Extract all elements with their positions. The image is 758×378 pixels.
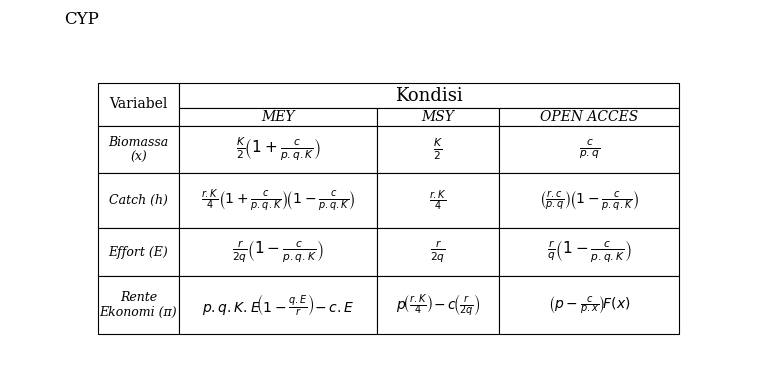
Text: $\frac{K}{2}$: $\frac{K}{2}$ bbox=[433, 137, 443, 162]
Bar bbox=[179, 228, 377, 276]
Text: MSY: MSY bbox=[421, 110, 454, 124]
Text: Effort (E): Effort (E) bbox=[108, 246, 168, 259]
Bar bbox=[98, 83, 179, 126]
Text: $\frac{r}{2q}$: $\frac{r}{2q}$ bbox=[430, 239, 446, 265]
Text: $p.q.K.E\!\left(1-\frac{q.E}{r}\right)\!-c.E$: $p.q.K.E\!\left(1-\frac{q.E}{r}\right)\!… bbox=[202, 292, 354, 318]
Text: $p\!\left(\frac{r.K}{4}\right)\!-c\!\left(\frac{r}{2q}\right)$: $p\!\left(\frac{r.K}{4}\right)\!-c\!\lef… bbox=[396, 292, 480, 318]
Text: Variabel: Variabel bbox=[109, 98, 168, 112]
Bar bbox=[499, 126, 679, 173]
Text: OPEN ACCES: OPEN ACCES bbox=[540, 110, 638, 124]
Text: Catch (h): Catch (h) bbox=[109, 194, 168, 208]
Bar bbox=[499, 228, 679, 276]
Text: $\frac{r.K}{4}$: $\frac{r.K}{4}$ bbox=[429, 189, 447, 213]
Bar bbox=[179, 108, 377, 126]
Bar bbox=[377, 108, 499, 126]
Bar bbox=[98, 228, 179, 276]
Text: CYP: CYP bbox=[64, 11, 99, 28]
Bar bbox=[98, 126, 179, 173]
Bar bbox=[179, 126, 377, 173]
Bar bbox=[179, 173, 377, 228]
Text: Biomassa
(x): Biomassa (x) bbox=[108, 136, 168, 164]
Text: $\frac{r}{q}\left(1-\frac{c}{p.q.K}\right)$: $\frac{r}{q}\left(1-\frac{c}{p.q.K}\righ… bbox=[547, 239, 631, 265]
Bar bbox=[98, 276, 179, 333]
Text: $\frac{c}{p.q}$: $\frac{c}{p.q}$ bbox=[578, 138, 600, 161]
Bar bbox=[377, 276, 499, 333]
Bar bbox=[377, 228, 499, 276]
Bar bbox=[377, 126, 499, 173]
Text: $\left(\frac{r.c}{p.q}\right)\!\left(1-\frac{c}{p.q.K}\right)$: $\left(\frac{r.c}{p.q}\right)\!\left(1-\… bbox=[539, 189, 639, 212]
Bar bbox=[499, 173, 679, 228]
Text: MEY: MEY bbox=[262, 110, 295, 124]
Bar bbox=[499, 108, 679, 126]
Text: $\left(p-\frac{c}{p.x}\right)\!F(x)$: $\left(p-\frac{c}{p.x}\right)\!F(x)$ bbox=[548, 294, 631, 316]
Text: $\frac{K}{2}\left(1+\frac{c}{p.q.K}\right)$: $\frac{K}{2}\left(1+\frac{c}{p.q.K}\righ… bbox=[236, 136, 321, 163]
Bar bbox=[98, 173, 179, 228]
Bar bbox=[179, 83, 679, 108]
Text: Rente
Ekonomi (π): Rente Ekonomi (π) bbox=[99, 291, 177, 319]
Bar bbox=[377, 173, 499, 228]
Bar bbox=[499, 276, 679, 333]
Text: $\frac{r.K}{4}\left(1+\frac{c}{p.q.K}\right)\!\left(1-\frac{c}{p.q.K}\right)$: $\frac{r.K}{4}\left(1+\frac{c}{p.q.K}\ri… bbox=[201, 188, 356, 214]
Text: $\frac{r}{2q}\left(1-\frac{c}{p.q.K}\right)$: $\frac{r}{2q}\left(1-\frac{c}{p.q.K}\rig… bbox=[232, 239, 324, 265]
Text: Kondisi: Kondisi bbox=[396, 87, 463, 105]
Bar bbox=[179, 276, 377, 333]
